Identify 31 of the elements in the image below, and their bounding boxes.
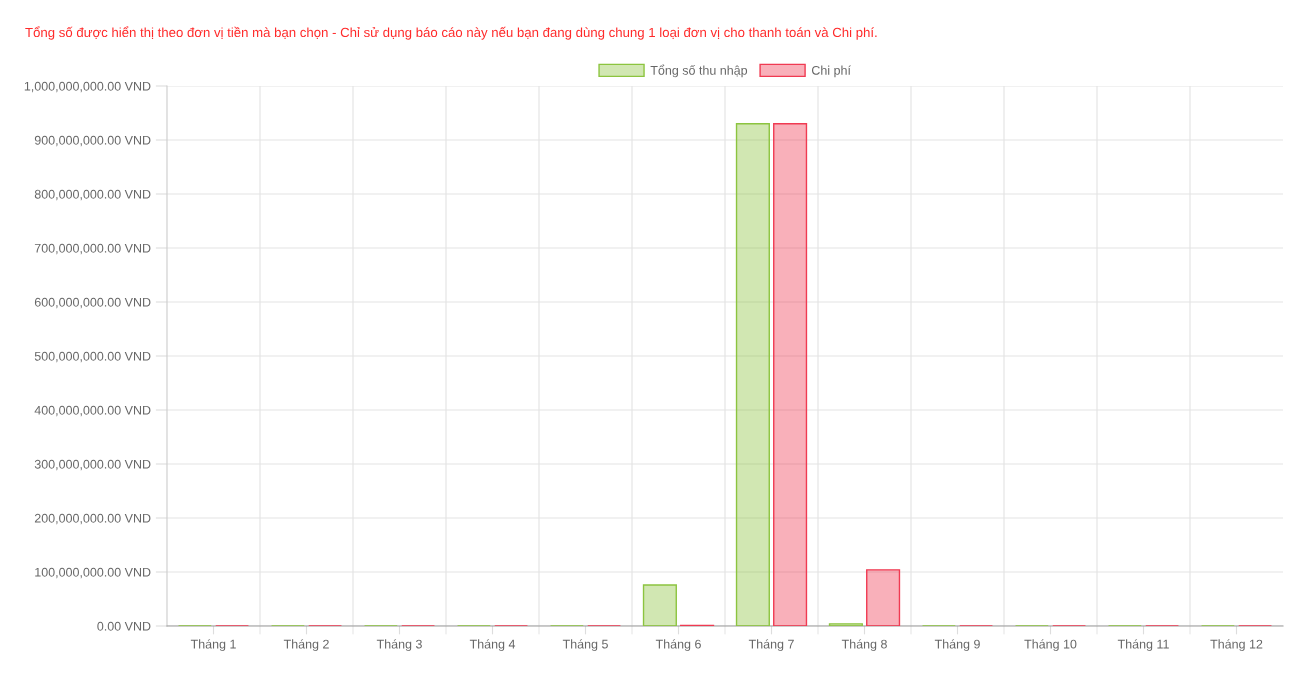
bar: [828, 623, 863, 626]
legend-label: Tổng số thu nhập: [650, 64, 748, 78]
bar: [735, 123, 770, 626]
x-tick-label: Tháng 4: [469, 639, 516, 651]
bar: [773, 123, 808, 626]
y-tick-label: 600,000,000.00 VND: [34, 297, 151, 309]
bar: [642, 584, 677, 626]
y-tick-label: 700,000,000.00 VND: [34, 243, 151, 255]
y-tick-label: 100,000,000.00 VND: [35, 567, 151, 579]
x-tick-label: Tháng 10: [1024, 639, 1077, 651]
x-tick-label: Tháng 1: [190, 639, 236, 651]
y-tick-label: 500,000,000.00 VND: [34, 351, 151, 363]
x-tick-label: Tháng 8: [841, 639, 887, 651]
x-tick-label: Tháng 9: [934, 639, 980, 651]
x-tick-label: Tháng 2: [283, 639, 329, 651]
y-tick-label: 200,000,000.00 VND: [34, 513, 151, 525]
bar: [866, 569, 901, 626]
y-tick-label: 1,000,000,000.00 VND: [24, 81, 151, 93]
y-tick-label: 800,000,000.00 VND: [34, 189, 151, 201]
chart-title: Tổng số được hiển thị theo đơn vị tiền mà bạn chọn - Chỉ sử dụng báo cáo này nếu bạn đang dùng chung 1 loại đơn vị cho thanh toán và Chi phí.: [25, 26, 877, 40]
legend-label: Chi phí: [811, 65, 851, 78]
x-tick-label: Tháng 12: [1210, 639, 1263, 651]
x-tick-label: Tháng 7: [748, 639, 794, 651]
x-tick-label: Tháng 11: [1117, 639, 1169, 651]
y-tick-label: 400,000,000.00 VND: [34, 405, 151, 417]
x-tick-label: Tháng 6: [655, 639, 701, 651]
y-tick-label: 300,000,000.00 VND: [34, 459, 151, 471]
y-tick-label: 900,000,000.00 VND: [34, 135, 151, 147]
x-tick-label: Tháng 5: [562, 639, 608, 651]
x-tick-label: Tháng 3: [376, 639, 422, 651]
y-tick-label: 0.00 VND: [97, 621, 151, 631]
